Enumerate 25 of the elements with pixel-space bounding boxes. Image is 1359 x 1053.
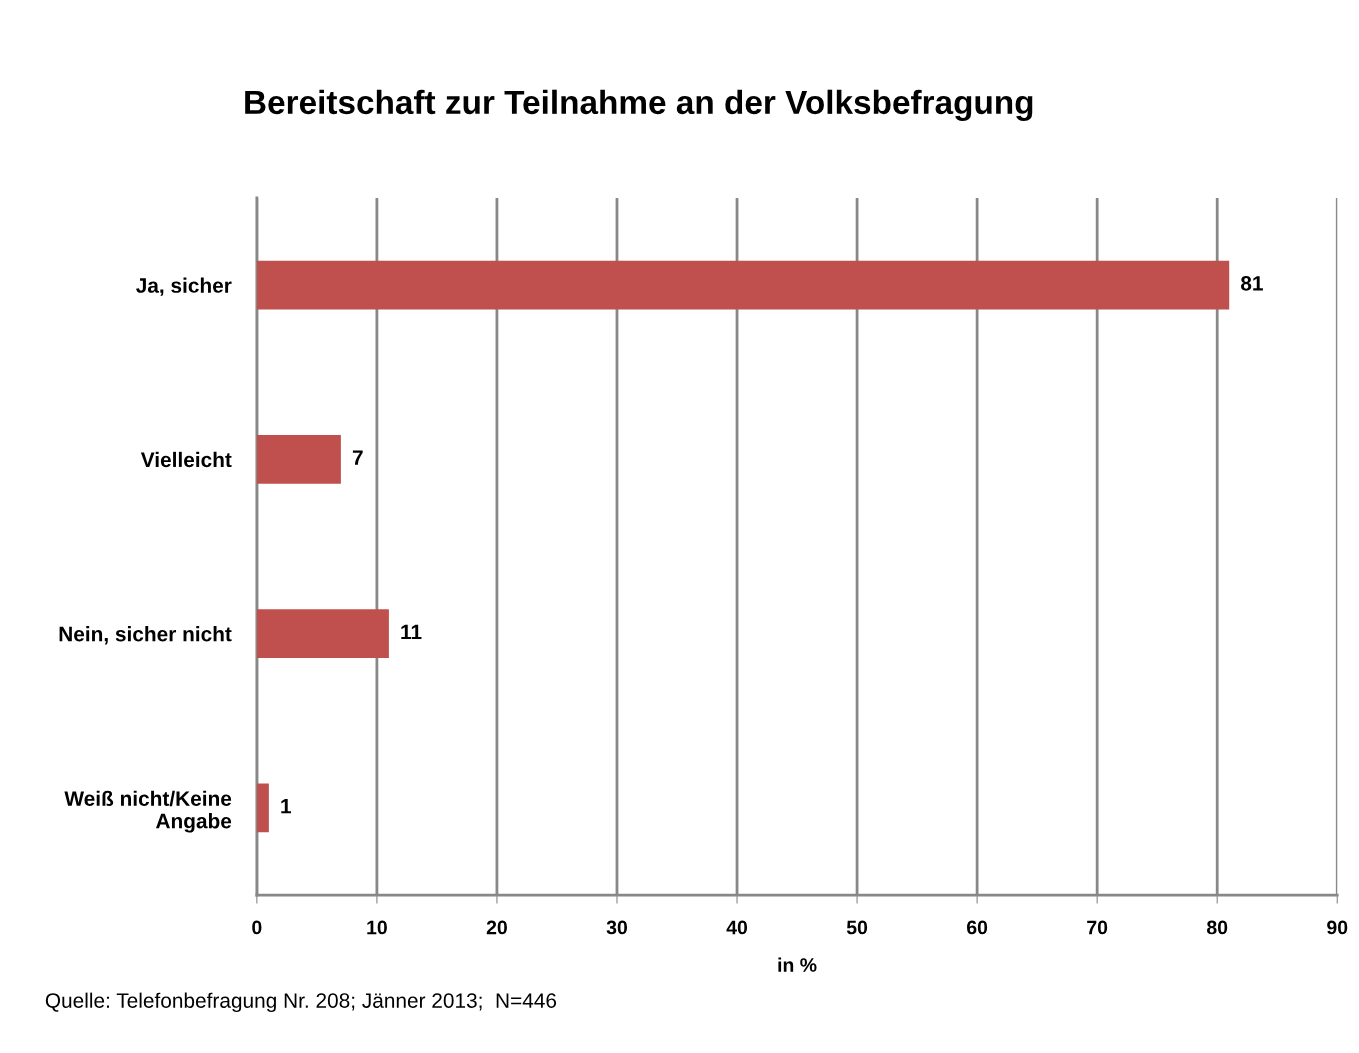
source-note: Quelle: Telefonbefragung Nr. 208; Jänner 2013; N=446 [45, 992, 557, 1013]
bar [256, 260, 1230, 310]
x-tick-label: 20 [486, 920, 507, 935]
bar [256, 783, 269, 833]
x-tick-label: 70 [1087, 920, 1108, 935]
data-label: 7 [352, 450, 363, 465]
bar [256, 434, 341, 484]
data-label: 81 [1240, 275, 1263, 291]
bar [256, 609, 389, 659]
x-tick-label: 40 [726, 920, 748, 935]
x-tick-label: 90 [1327, 920, 1348, 935]
y-tick-label: Weiß nicht/Keine Angabe [64, 790, 232, 833]
x-tick-label: 80 [1207, 920, 1228, 935]
x-axis-title: in % [778, 957, 817, 972]
x-tick-label: 0 [252, 920, 262, 935]
y-tick-label: Nein, sicher nicht [59, 626, 232, 645]
chart-title: Bereitschaft zur Teilnahme an der Volksbefragung [245, 89, 1033, 121]
x-tick-label: 30 [606, 920, 627, 935]
data-label: 11 [401, 624, 422, 640]
y-tick-label: Ja, sicher [136, 277, 232, 296]
x-tick-label: 10 [367, 920, 387, 935]
data-label: 1 [281, 798, 291, 814]
x-tick-label: 60 [967, 920, 988, 935]
x-tick-label: 50 [846, 920, 868, 935]
y-tick-label: Vielleicht [140, 451, 232, 468]
